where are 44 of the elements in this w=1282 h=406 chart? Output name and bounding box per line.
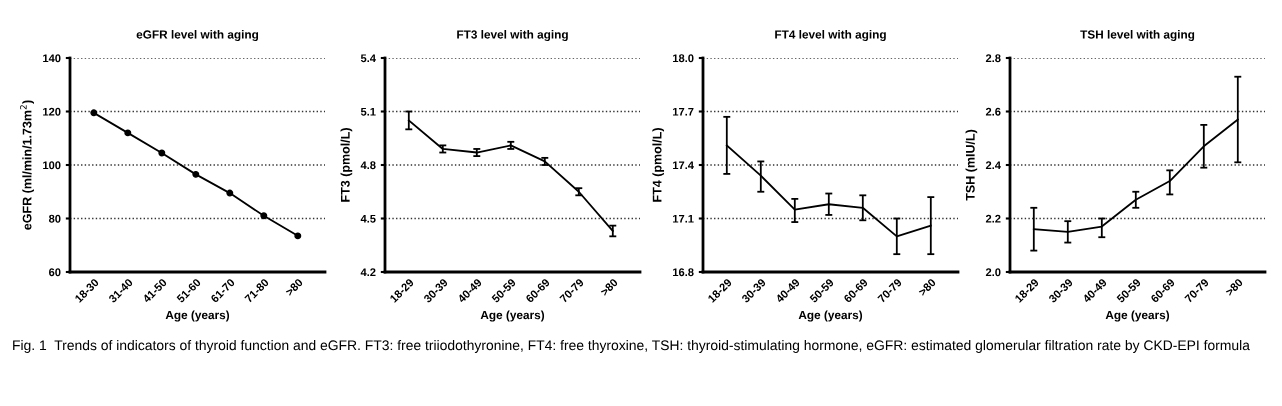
y-tick-label: 2.4 (985, 161, 1001, 170)
y-axis-title: FT4 (pmol/L) (652, 128, 665, 202)
y-tick-label: 17.7 (673, 107, 694, 116)
x-tick-label: >80 (285, 278, 304, 297)
y-tick-label: 5.1 (360, 107, 376, 116)
y-tick-label: 17.4 (673, 161, 694, 170)
y-tick-label: 60 (49, 268, 61, 277)
y-tick-label: 80 (48, 214, 61, 223)
point (226, 189, 234, 197)
y-axis-title: eGFR (ml/min/1.73m$^{2}$) (20, 100, 34, 230)
caption: Fig. 1 Trends of indicators of thyroid function and eGFR. FT3: free triiodothyronine, FT4: free thyroxine, TSH: thyroid-stimulating hormone, eGFR: estimated glomerular filtration rate by CKD-EPI formula (13, 340, 1250, 353)
point (192, 170, 200, 178)
x-axis-title: Age (years) (165, 310, 230, 322)
y-tick-label: 140 (43, 54, 61, 63)
y-tick-label: 17.1 (673, 214, 694, 223)
y-tick-label: 2.0 (985, 268, 1001, 277)
y-tick-label: 2.6 (985, 107, 1001, 116)
chart-title: eGFR level with aging (136, 30, 259, 42)
chart-title: TSH level with aging (1080, 30, 1195, 42)
y-tick-label: 16.8 (673, 268, 694, 277)
y-tick-label: 5.4 (360, 54, 376, 63)
point (260, 212, 268, 220)
y-tick-label: 4.8 (360, 161, 376, 170)
point (294, 232, 302, 240)
x-tick-label: >80 (600, 278, 619, 297)
y-tick-label: 2.8 (985, 54, 1001, 63)
x-tick-label: >80 (918, 278, 937, 297)
y-tick-label: 2.2 (985, 214, 1001, 223)
point (124, 129, 132, 137)
x-tick-label: >80 (1225, 278, 1244, 297)
y-axis-title: FT3 (pmol/L) (340, 128, 353, 202)
y-tick-label: 4.5 (360, 214, 376, 223)
point (158, 149, 166, 157)
point (90, 109, 98, 117)
x-axis-title: Age (years) (480, 310, 545, 322)
y-axis-title: TSH (mIU/L) (965, 129, 978, 201)
y-tick-label: 4.2 (360, 268, 376, 277)
x-axis-title: Age (years) (1105, 310, 1170, 322)
chart-title: FT3 level with aging (457, 30, 568, 42)
chart-title: FT4 level with aging (775, 30, 886, 42)
y-tick-label: 100 (43, 161, 61, 170)
y-tick-label: 120 (43, 107, 61, 116)
y-tick-label: 18.0 (673, 54, 694, 63)
x-axis-title: Age (years) (798, 310, 863, 322)
